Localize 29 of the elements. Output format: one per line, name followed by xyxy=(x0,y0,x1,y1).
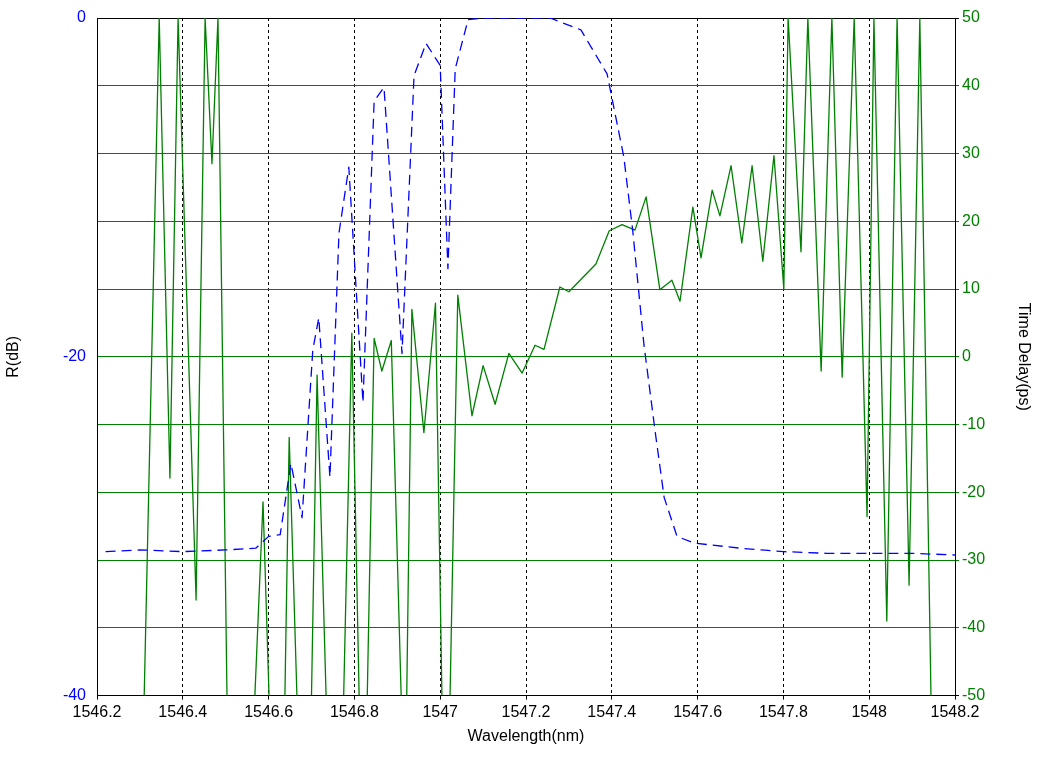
y2-axis-title: Time Delay(ps) xyxy=(1015,302,1033,411)
y-axis-title: R(dB) xyxy=(4,335,22,378)
y2-tick-label: -30 xyxy=(962,550,986,568)
x-axis-title: Wavelength(nm) xyxy=(467,726,585,744)
y2-tick-label: -10 xyxy=(962,414,986,432)
y2-tick-label: 10 xyxy=(962,279,980,297)
x-tick-label: 1547.4 xyxy=(587,702,637,720)
x-tick-label: 1548 xyxy=(851,702,888,720)
x-tick-label: 1546.6 xyxy=(244,702,294,720)
y-tick-label: -40 xyxy=(62,686,87,704)
x-tick-label: 1547 xyxy=(422,702,459,720)
x-tick-label: 1546.4 xyxy=(158,702,208,720)
x-tick-label: 1546.2 xyxy=(72,702,122,720)
x-tick-label: 1547.8 xyxy=(758,702,808,720)
y2-tick-label: 40 xyxy=(962,76,980,94)
x-tick-label: 1546.8 xyxy=(329,702,379,720)
y2-tick-label: 0 xyxy=(962,347,971,365)
y-tick-label: 0 xyxy=(77,8,87,26)
x-tick-label: 1547.6 xyxy=(673,702,723,720)
y2-tick-label: 30 xyxy=(962,143,980,161)
y2-tick-label: -50 xyxy=(962,686,986,704)
y2-tick-label: 50 xyxy=(962,8,980,26)
y2-tick-label: 20 xyxy=(962,211,980,229)
y-tick-label: -20 xyxy=(62,347,87,365)
line-series xyxy=(104,18,955,556)
y2-tick-label: -20 xyxy=(962,482,986,500)
y2-tick-label: -40 xyxy=(962,618,986,636)
x-tick-label: 1548.2 xyxy=(930,702,980,720)
x-tick-label: 1547.2 xyxy=(501,702,551,720)
